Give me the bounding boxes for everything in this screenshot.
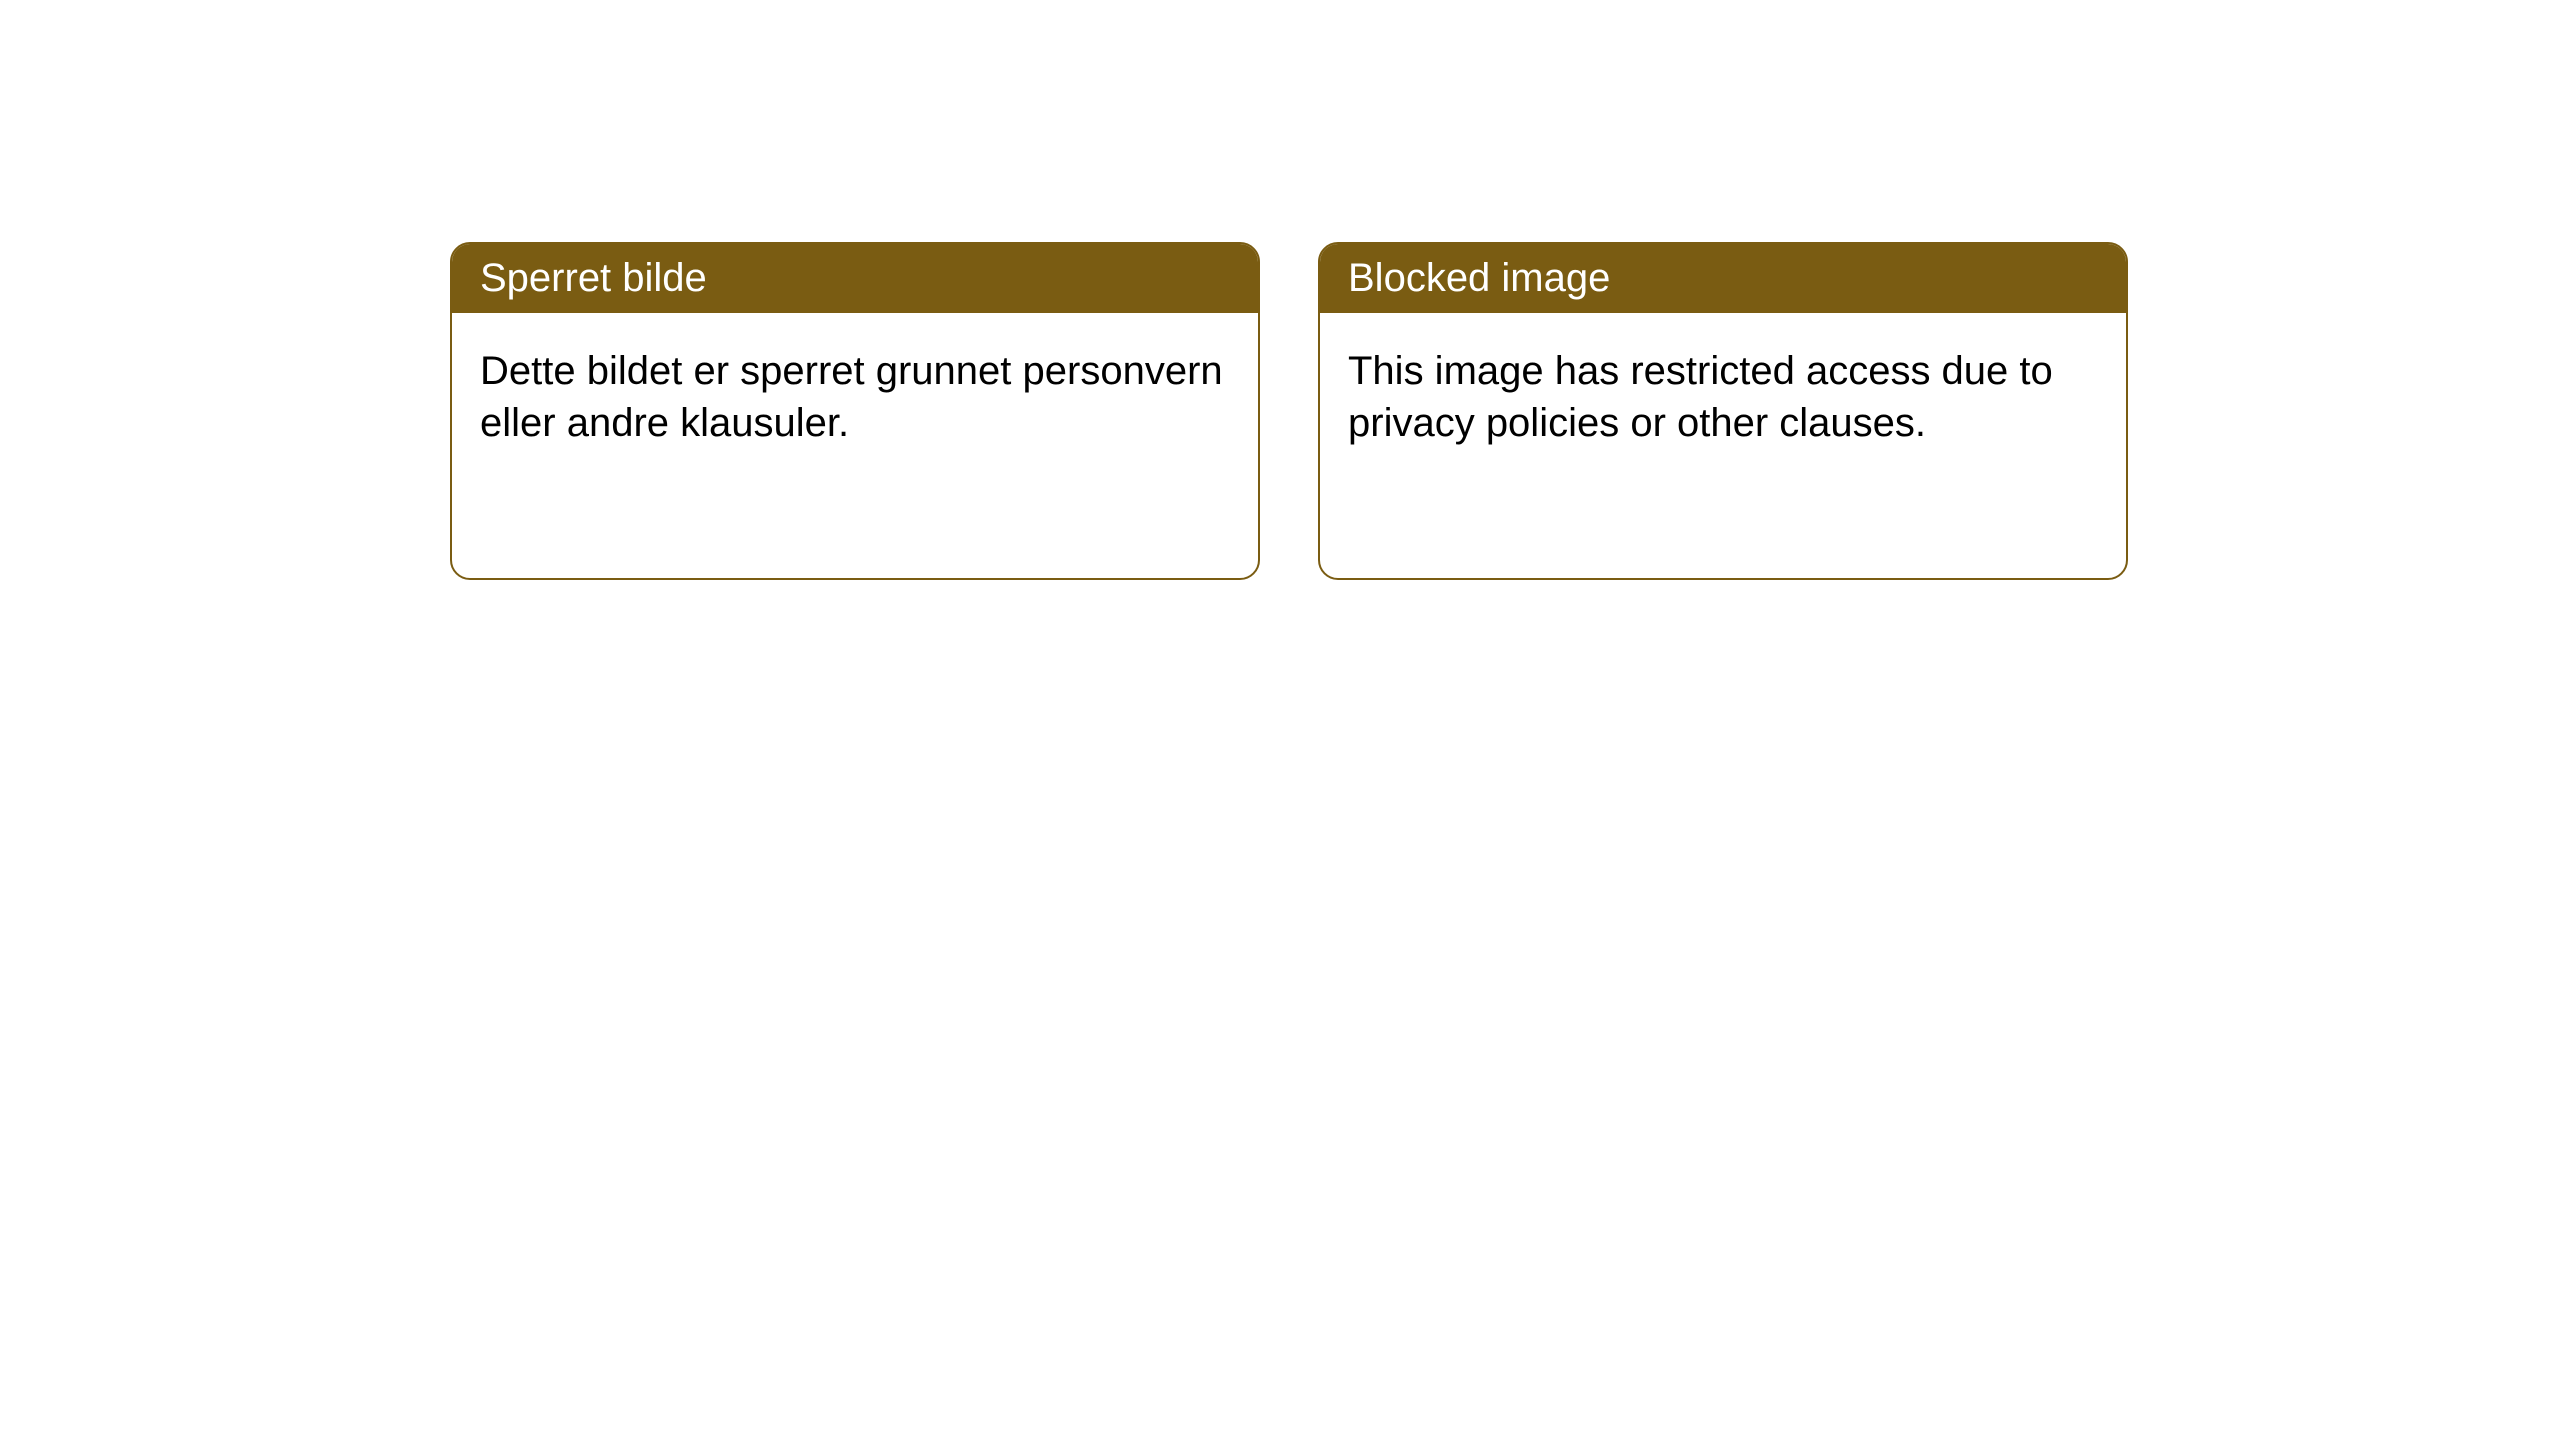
notice-cards-container: Sperret bilde Dette bildet er sperret gr…: [450, 242, 2128, 580]
notice-card-english: Blocked image This image has restricted …: [1318, 242, 2128, 580]
notice-card-text: Dette bildet er sperret grunnet personve…: [480, 349, 1223, 445]
notice-card-norwegian: Sperret bilde Dette bildet er sperret gr…: [450, 242, 1260, 580]
notice-card-header: Sperret bilde: [452, 244, 1258, 313]
notice-card-body: This image has restricted access due to …: [1320, 313, 2126, 481]
notice-card-title: Blocked image: [1348, 256, 1610, 300]
notice-card-text: This image has restricted access due to …: [1348, 349, 2053, 445]
notice-card-header: Blocked image: [1320, 244, 2126, 313]
notice-card-body: Dette bildet er sperret grunnet personve…: [452, 313, 1258, 481]
notice-card-title: Sperret bilde: [480, 256, 707, 300]
